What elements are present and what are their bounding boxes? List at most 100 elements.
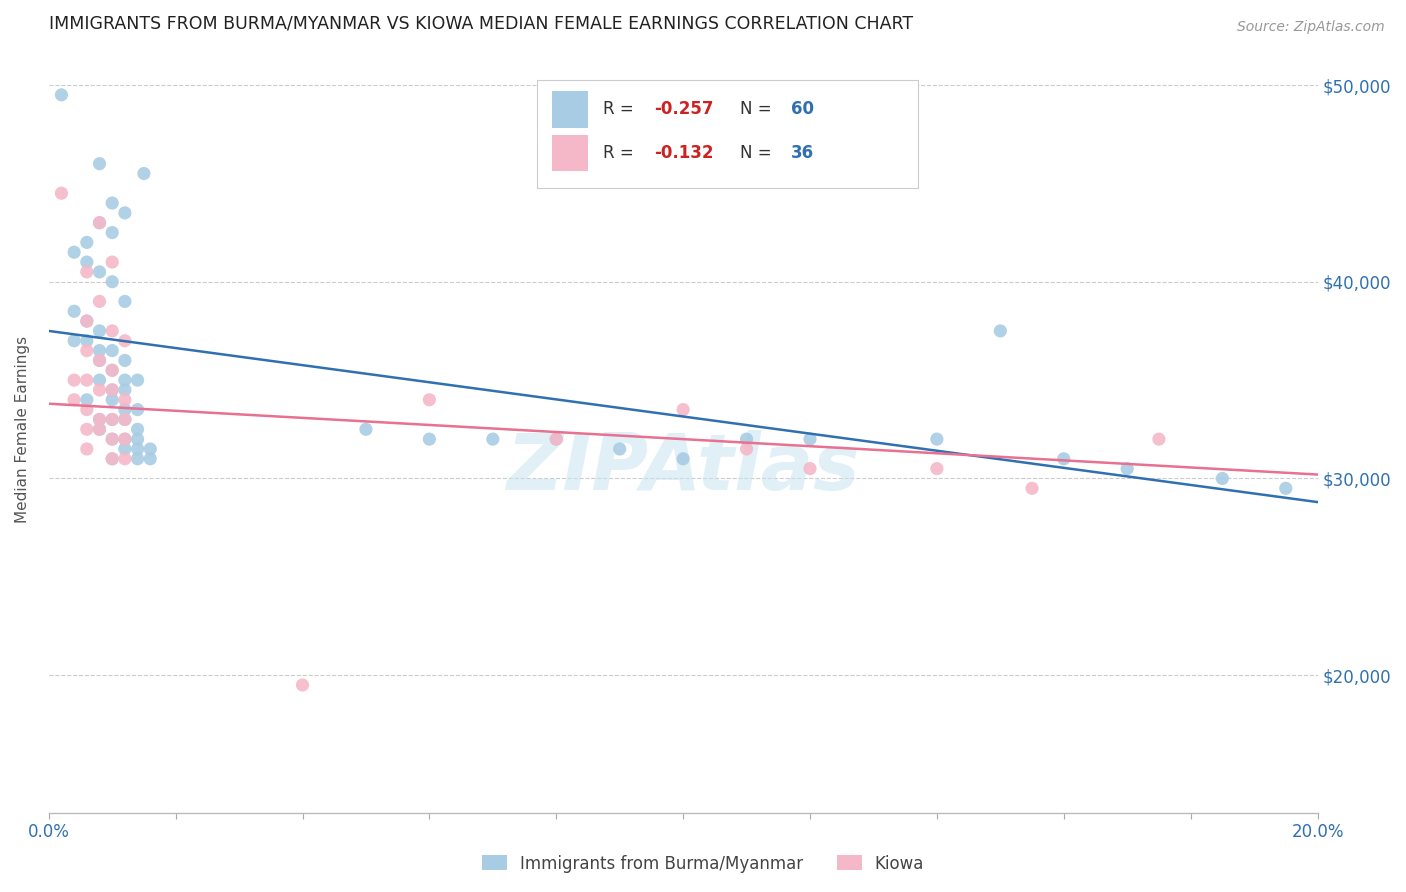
Point bbox=[114, 294, 136, 309]
Point bbox=[418, 432, 440, 446]
Point bbox=[101, 383, 124, 397]
Point bbox=[114, 206, 136, 220]
Point bbox=[89, 412, 111, 426]
Text: Source: ZipAtlas.com: Source: ZipAtlas.com bbox=[1237, 20, 1385, 34]
Point bbox=[76, 392, 98, 407]
Point bbox=[101, 196, 124, 211]
Y-axis label: Median Female Earnings: Median Female Earnings bbox=[15, 335, 30, 523]
Point bbox=[89, 294, 111, 309]
Point bbox=[101, 383, 124, 397]
FancyBboxPatch shape bbox=[553, 91, 588, 128]
Point bbox=[114, 432, 136, 446]
Point bbox=[482, 432, 505, 446]
Point bbox=[101, 432, 124, 446]
Point bbox=[76, 343, 98, 358]
Point bbox=[114, 402, 136, 417]
Point bbox=[988, 324, 1011, 338]
Text: R =: R = bbox=[603, 100, 640, 119]
Point bbox=[101, 432, 124, 446]
Text: N =: N = bbox=[740, 145, 778, 162]
Point bbox=[76, 255, 98, 269]
Point bbox=[76, 442, 98, 456]
Point bbox=[76, 314, 98, 328]
Point bbox=[101, 255, 124, 269]
Point bbox=[101, 343, 124, 358]
Point bbox=[114, 412, 136, 426]
Point bbox=[1021, 481, 1043, 495]
Point bbox=[101, 226, 124, 240]
Text: N =: N = bbox=[740, 100, 778, 119]
Point bbox=[139, 442, 162, 456]
Point bbox=[354, 422, 377, 436]
Point bbox=[101, 363, 124, 377]
FancyBboxPatch shape bbox=[537, 80, 918, 187]
Point bbox=[925, 461, 948, 475]
Point bbox=[89, 353, 111, 368]
Point bbox=[89, 343, 111, 358]
Point bbox=[89, 265, 111, 279]
Point bbox=[114, 412, 136, 426]
Point bbox=[114, 451, 136, 466]
Point bbox=[1053, 451, 1076, 466]
Point bbox=[63, 245, 86, 260]
Text: -0.257: -0.257 bbox=[654, 100, 713, 119]
Point bbox=[63, 334, 86, 348]
Point bbox=[1275, 481, 1298, 495]
Point bbox=[63, 392, 86, 407]
Point bbox=[101, 324, 124, 338]
Point bbox=[89, 422, 111, 436]
Text: 60: 60 bbox=[792, 100, 814, 119]
Point bbox=[63, 373, 86, 387]
Text: -0.132: -0.132 bbox=[654, 145, 713, 162]
Point bbox=[76, 265, 98, 279]
FancyBboxPatch shape bbox=[553, 135, 588, 171]
Text: ZIPAtlas: ZIPAtlas bbox=[506, 430, 860, 506]
Point bbox=[114, 432, 136, 446]
Point bbox=[291, 678, 314, 692]
Point bbox=[76, 334, 98, 348]
Point bbox=[127, 402, 149, 417]
Text: 36: 36 bbox=[792, 145, 814, 162]
Point bbox=[114, 334, 136, 348]
Point bbox=[799, 461, 821, 475]
Text: R =: R = bbox=[603, 145, 640, 162]
Point bbox=[127, 422, 149, 436]
Point bbox=[127, 432, 149, 446]
Point bbox=[139, 451, 162, 466]
Point bbox=[89, 422, 111, 436]
Point bbox=[89, 353, 111, 368]
Point bbox=[101, 363, 124, 377]
Point bbox=[101, 412, 124, 426]
Point bbox=[132, 167, 155, 181]
Point bbox=[127, 442, 149, 456]
Point bbox=[89, 324, 111, 338]
Point bbox=[76, 314, 98, 328]
Point bbox=[546, 432, 568, 446]
Point bbox=[418, 392, 440, 407]
Point bbox=[76, 235, 98, 250]
Point bbox=[76, 422, 98, 436]
Point bbox=[114, 383, 136, 397]
Point bbox=[925, 432, 948, 446]
Point bbox=[63, 304, 86, 318]
Point bbox=[89, 373, 111, 387]
Point bbox=[89, 157, 111, 171]
Point bbox=[101, 412, 124, 426]
Point bbox=[1147, 432, 1170, 446]
Legend: Immigrants from Burma/Myanmar, Kiowa: Immigrants from Burma/Myanmar, Kiowa bbox=[475, 848, 931, 880]
Point bbox=[114, 442, 136, 456]
Point bbox=[1211, 471, 1233, 485]
Point bbox=[89, 412, 111, 426]
Point bbox=[51, 186, 73, 201]
Point bbox=[89, 216, 111, 230]
Point bbox=[101, 275, 124, 289]
Point bbox=[101, 451, 124, 466]
Point bbox=[114, 392, 136, 407]
Point bbox=[76, 402, 98, 417]
Point bbox=[114, 373, 136, 387]
Point bbox=[735, 442, 758, 456]
Point bbox=[89, 383, 111, 397]
Point bbox=[609, 442, 631, 456]
Point bbox=[101, 392, 124, 407]
Point bbox=[799, 432, 821, 446]
